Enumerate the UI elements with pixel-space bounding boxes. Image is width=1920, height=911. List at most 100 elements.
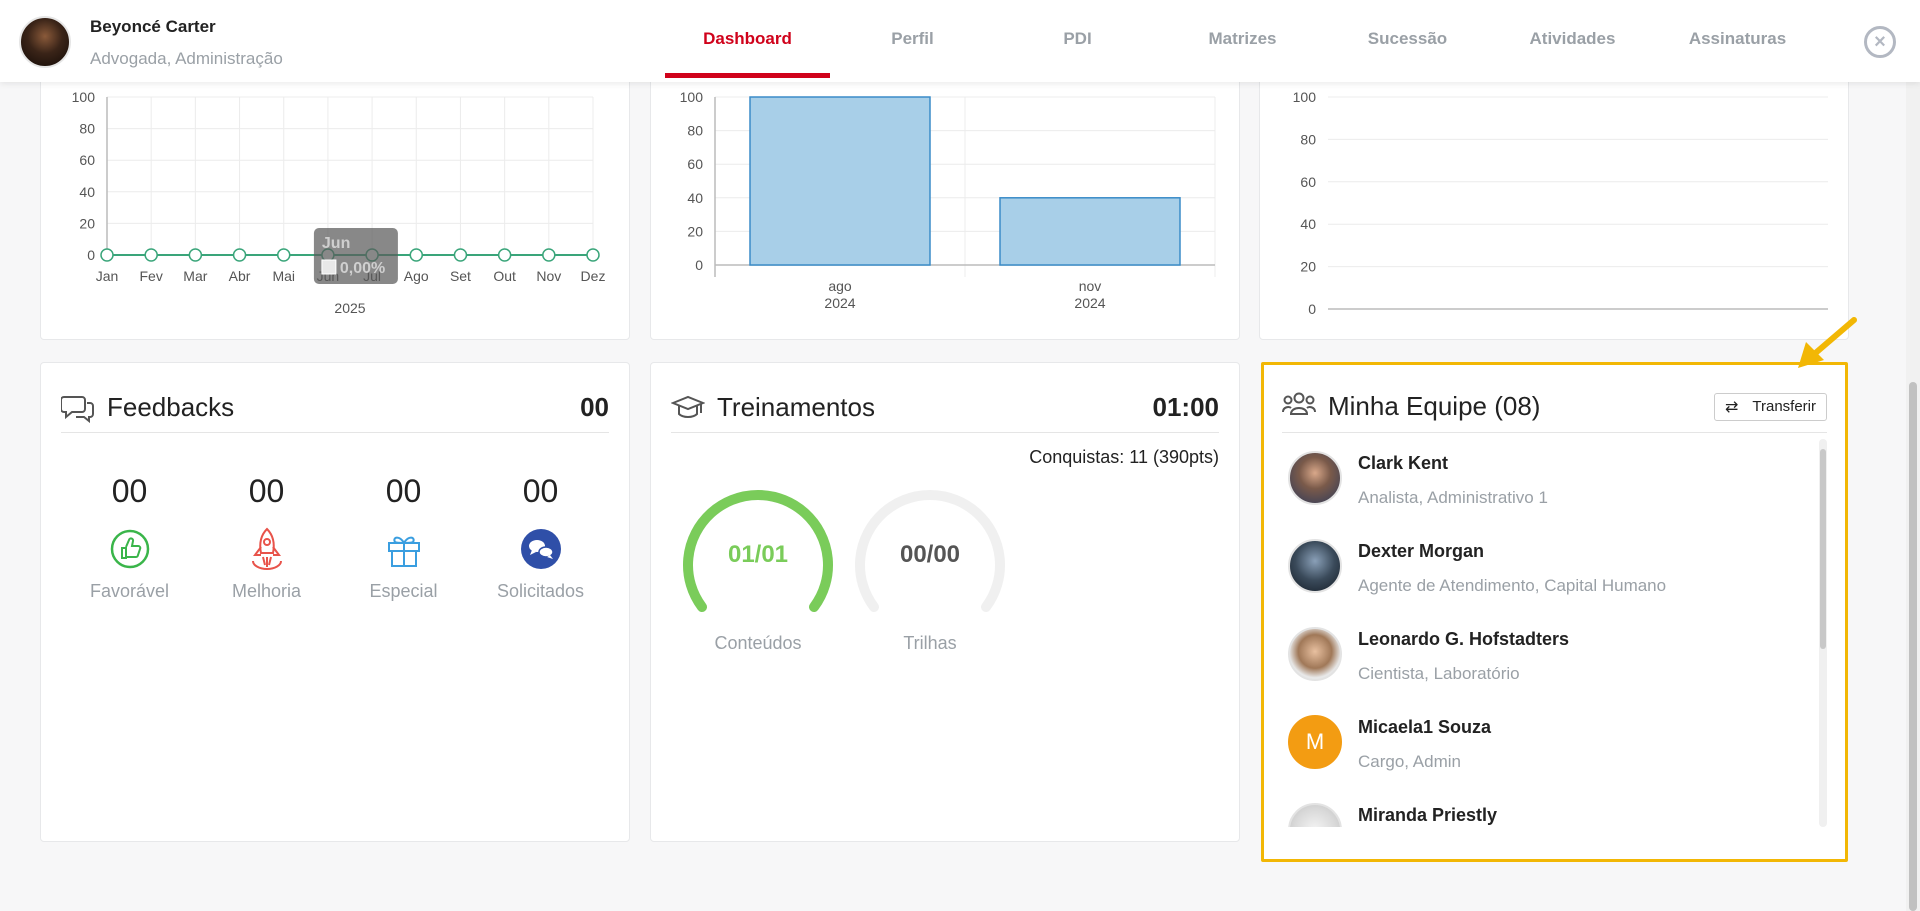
tab-perfil[interactable]: Perfil [891, 29, 934, 48]
x-axis-label: 2025 [334, 300, 365, 316]
data-point [232, 248, 247, 262]
trainings-card: Treinamentos 01:00 Conquistas: 11 (390pt… [650, 362, 1240, 842]
y-tick-label: 0 [87, 247, 95, 263]
trainings-title: Treinamentos [717, 392, 875, 422]
x-tick-label: Fev [140, 268, 163, 284]
x-tick-label: 2024 [824, 295, 855, 311]
line-chart-card: 020406080100JanFevMarAbrMaiJunJulAgoSetO… [40, 60, 630, 340]
bar-chart-card: 0 20 40 60 80 100 ago 2024 nov 2024 [650, 60, 1240, 340]
member-role: Agente de Atendimento, Capital Humano [1358, 576, 1667, 595]
member-name: Dexter Morgan [1358, 541, 1485, 561]
data-point [453, 248, 468, 262]
x-tick-label: Mar [183, 268, 207, 284]
gauge-label: Trilhas [903, 633, 957, 653]
swap-icon: ⇄ [1724, 398, 1739, 416]
chat-icon [61, 391, 95, 425]
team-list: Clark Kent Analista, Administrativo 1 De… [1282, 439, 1819, 827]
feedback-solicitados[interactable]: 00 Solicitados [472, 473, 609, 602]
y-tick-label: 0 [1308, 301, 1316, 317]
feedback-count: 00 [522, 473, 559, 509]
empty-chart-card: 0 20 40 60 80 100 [1259, 60, 1849, 340]
close-icon[interactable]: × [1864, 26, 1896, 58]
transfer-label: Transferir [1752, 398, 1816, 415]
page-scrollbar-thumb[interactable] [1909, 382, 1917, 911]
main-tabs: Dashboard Perfil PDI Matrizes Sucessão A… [665, 0, 1820, 78]
tab-pdi[interactable]: PDI [1063, 29, 1092, 48]
gauge-value: 00/00 [899, 541, 961, 568]
achievements-text: Conquistas: 11 (390pts) [1029, 447, 1219, 467]
team-scrollbar[interactable] [1819, 439, 1827, 827]
data-point [542, 248, 556, 262]
team-member[interactable]: Dexter Morgan Agente de Atendimento, Cap… [1282, 527, 1819, 615]
x-tick-label: Set [450, 268, 471, 284]
y-tick-label: 80 [687, 123, 703, 139]
member-avatar [1288, 451, 1342, 505]
transfer-button[interactable]: ⇄ Transferir [1713, 392, 1827, 421]
y-tick-label: 60 [79, 152, 95, 168]
member-name: Micaela1 Souza [1358, 717, 1492, 737]
member-role: Analista, Administrativo 1 [1358, 488, 1548, 507]
y-tick-label: 60 [687, 156, 703, 172]
x-tick-label: Mai [272, 268, 295, 284]
line-chart: 020406080100JanFevMarAbrMaiJunJulAgoSetO… [72, 89, 606, 316]
team-card: Minha Equipe (08) ⇄ Transferir Clark Ken… [1261, 362, 1848, 862]
team-header: Minha Equipe (08) ⇄ Transferir [1282, 381, 1827, 433]
data-point [188, 248, 203, 262]
feedback-melhoria[interactable]: 00 Melhoria [198, 473, 335, 602]
team-member[interactable]: Clark Kent Analista, Administrativo 1 [1282, 439, 1819, 527]
data-point [409, 248, 424, 262]
gauge-value: 01/01 [727, 541, 789, 568]
feedbacks-title: Feedbacks [107, 392, 235, 422]
y-tick-label: 20 [1300, 259, 1316, 275]
tooltip-value: 0,00% [340, 260, 385, 277]
feedback-especial[interactable]: 00 Especial [335, 473, 472, 602]
y-tick-label: 100 [1293, 89, 1317, 105]
team-member[interactable]: Miranda Priestly [1282, 791, 1819, 827]
x-tick-label: Nov [536, 268, 561, 284]
y-tick-label: 40 [1300, 216, 1316, 232]
x-tick-label: Out [493, 268, 516, 284]
x-tick-label: Jan [96, 268, 119, 284]
team-member[interactable]: M Micaela1 Souza Cargo, Admin [1282, 703, 1819, 791]
bar [999, 197, 1181, 266]
member-role: Cargo, Admin [1358, 752, 1461, 771]
scrollbar-thumb[interactable] [1820, 449, 1826, 649]
member-name: Leonardo G. Hofstadters [1358, 629, 1570, 649]
tab-assinaturas[interactable]: Assinaturas [1688, 29, 1787, 48]
feedback-label: Solicitados [496, 581, 585, 601]
y-tick-label: 20 [79, 215, 95, 231]
x-tick-label: Dez [581, 268, 606, 284]
tab-atividades[interactable]: Atividades [1529, 29, 1616, 48]
tab-dashboard[interactable]: Dashboard [665, 0, 830, 78]
data-point [586, 248, 600, 262]
data-point [144, 248, 158, 262]
users-icon [1282, 391, 1316, 422]
data-point [276, 248, 291, 262]
y-tick-label: 20 [687, 223, 703, 239]
gauge-conteudos[interactable]: 01/01 Conteúdos [678, 479, 838, 659]
y-tick-label: 80 [1300, 131, 1316, 147]
x-tick-label: Abr [229, 268, 251, 284]
data-point [497, 248, 512, 262]
gauge-trilhas[interactable]: 00/00 Trilhas [850, 479, 1010, 659]
feedbacks-header: Feedbacks 00 [61, 383, 609, 433]
team-member[interactable]: Leonardo G. Hofstadters Cientista, Labor… [1282, 615, 1819, 703]
feedback-count: 00 [111, 473, 148, 509]
gauge-label: Conteúdos [714, 633, 802, 653]
feedbacks-stats: 00 Favorável 00 Melhoria 00 Especial 00 [61, 473, 609, 602]
page-scrollbar[interactable] [1906, 82, 1920, 911]
data-point [100, 248, 114, 262]
feedback-favoravel[interactable]: 00 Favorável [61, 473, 198, 602]
x-tick-label: Ago [404, 268, 429, 284]
feedback-label: Favorável [89, 581, 170, 601]
tooltip-title: Jun [322, 235, 350, 252]
y-tick-label: 0 [695, 257, 703, 273]
trainings-header: Treinamentos 01:00 [671, 383, 1219, 433]
graduation-cap-icon [671, 391, 705, 425]
tab-sucessao[interactable]: Sucessão [1367, 29, 1448, 48]
feedback-label: Melhoria [231, 581, 302, 601]
tab-matrizes[interactable]: Matrizes [1208, 29, 1277, 48]
chat-bubbles-icon [520, 529, 561, 569]
gift-icon [384, 529, 424, 569]
